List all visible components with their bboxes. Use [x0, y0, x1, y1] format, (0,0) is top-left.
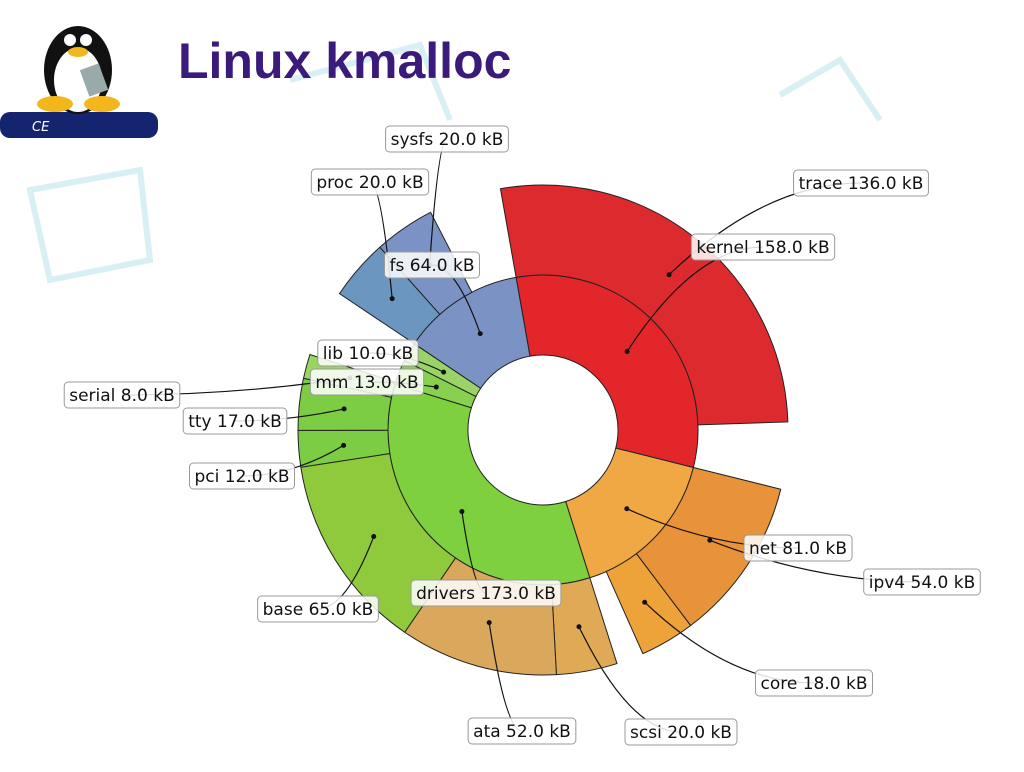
label-box	[309, 368, 425, 396]
label-box	[63, 381, 181, 409]
data-label: kernel 158.0 kB	[696, 238, 829, 258]
leader-dot	[433, 384, 439, 390]
label-box	[624, 718, 738, 746]
data-label: pci 12.0 kB	[194, 467, 289, 487]
leader-dot	[341, 406, 347, 412]
leader-dot	[441, 369, 447, 375]
data-label: net 81.0 kB	[749, 539, 847, 559]
leader-dot	[341, 442, 347, 448]
label-box	[755, 669, 873, 697]
data-label: trace 136.0 kB	[799, 174, 924, 194]
sunburst-chart: kernel 158.0 kB trace 136.0 kB net 81.0 kB…	[63, 125, 981, 746]
data-label: fs 64.0 kB	[389, 256, 474, 276]
outer-sector	[499, 184, 789, 426]
data-label: serial 8.0 kB	[69, 386, 175, 406]
leader-dot	[624, 349, 630, 355]
leader-dot	[576, 624, 582, 630]
label-box	[793, 169, 929, 197]
data-label: drivers 173.0 kB	[416, 584, 556, 604]
leader-dot	[486, 620, 492, 626]
title: Linux kmalloc	[178, 33, 511, 89]
leader-dot	[624, 506, 630, 512]
data-label: sysfs 20.0 kB	[391, 130, 504, 150]
label-box	[257, 595, 379, 623]
data-label: scsi 20.0 kB	[630, 723, 732, 743]
leader-dot	[477, 331, 483, 337]
label-box	[383, 251, 481, 279]
label-box	[467, 717, 577, 745]
data-label: ata 52.0 kB	[473, 722, 571, 742]
leader-dot	[666, 272, 672, 278]
logo-bar	[0, 112, 158, 138]
data-label: lib 10.0 kB	[323, 344, 413, 364]
leader-dot	[459, 509, 465, 515]
data-label: mm 13.0 kB	[315, 373, 418, 393]
logo-text: CE	[32, 120, 50, 135]
label-box	[385, 125, 509, 153]
label-box	[863, 568, 981, 596]
label-box	[317, 339, 419, 367]
outer-sector	[605, 552, 692, 655]
data-label: tty 17.0 kB	[188, 412, 282, 432]
label-box	[182, 407, 288, 435]
data-label: ipv4 54.0 kB	[869, 573, 976, 593]
data-label: proc 20.0 kB	[316, 173, 423, 193]
decoration	[26, 41, 883, 284]
label-box	[743, 534, 853, 562]
data-label: core 18.0 kB	[761, 674, 868, 694]
label-box	[690, 233, 836, 261]
leader-dot	[371, 534, 377, 540]
leader-dot	[642, 599, 648, 605]
label-box	[410, 579, 562, 607]
data-label: base 65.0 kB	[263, 600, 374, 620]
leader-dot	[707, 537, 713, 543]
leader-dot	[389, 296, 395, 302]
label-box	[188, 462, 296, 490]
penguin-logo	[37, 26, 120, 114]
label-box	[310, 168, 430, 196]
